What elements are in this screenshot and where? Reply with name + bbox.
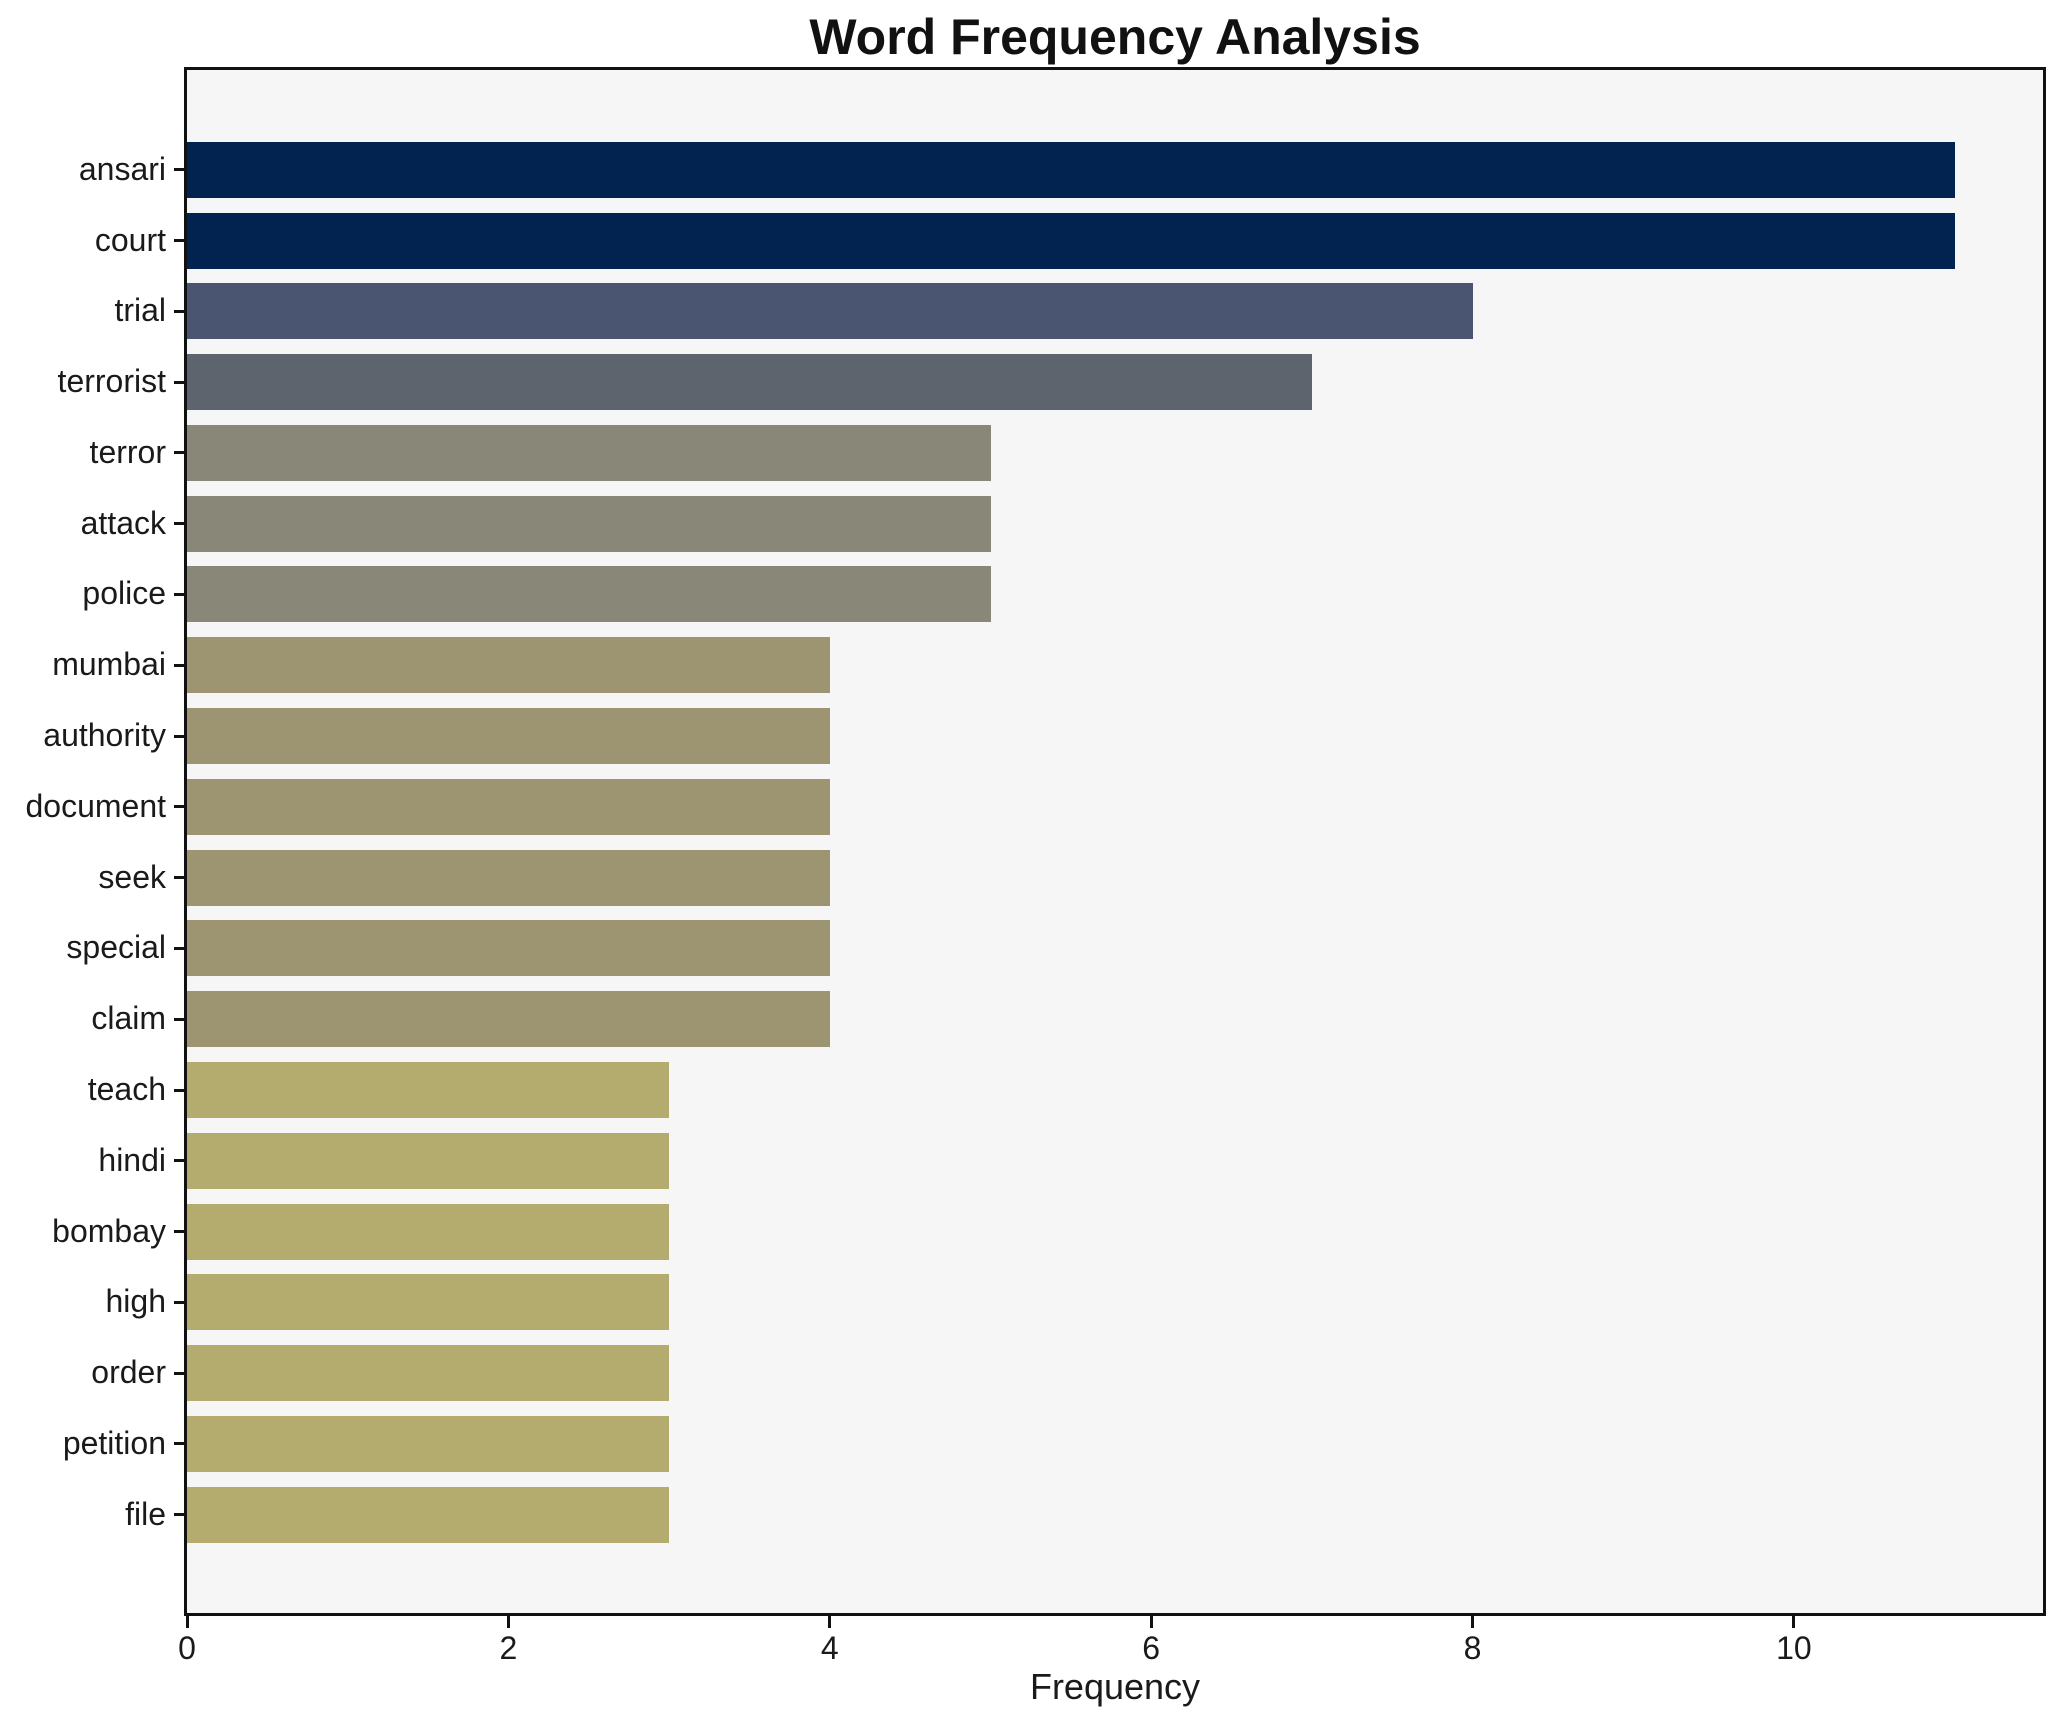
y-tick-label-attack: attack — [80, 504, 166, 541]
y-tick-mark — [174, 522, 185, 526]
y-tick-label-court: court — [94, 221, 166, 258]
y-tick-mark — [174, 1017, 185, 1021]
y-tick-label-bombay: bombay — [52, 1212, 166, 1249]
y-tick-mark — [174, 1230, 185, 1234]
y-tick-mark — [174, 168, 185, 172]
bar-high — [187, 1274, 670, 1331]
y-tick-mark — [174, 663, 185, 667]
y-tick-label-terror: terror — [89, 433, 166, 470]
x-tick-label-8: 8 — [1463, 1630, 1482, 1666]
y-tick-label-file: file — [125, 1495, 166, 1532]
y-tick-label-order: order — [91, 1354, 166, 1391]
y-tick-label-terrorist: terrorist — [57, 363, 166, 400]
y-tick-label-special: special — [66, 929, 166, 966]
y-tick-mark — [174, 805, 185, 809]
y-tick-mark — [174, 1371, 185, 1375]
bar-document — [187, 778, 830, 835]
y-tick-label-trial: trial — [114, 292, 166, 329]
x-tick-mark — [828, 1616, 832, 1628]
bar-court — [187, 212, 1955, 269]
y-tick-mark — [174, 380, 185, 384]
x-tick-mark — [185, 1616, 189, 1628]
y-tick-mark — [174, 1513, 185, 1517]
bar-order — [187, 1345, 670, 1402]
y-tick-label-document: document — [25, 787, 166, 824]
bar-seek — [187, 849, 830, 906]
x-tick-mark — [1149, 1616, 1153, 1628]
x-tick-mark — [1471, 1616, 1474, 1628]
x-tick-label-6: 6 — [1142, 1630, 1161, 1666]
y-tick-label-seek: seek — [98, 858, 166, 895]
bar-hindi — [187, 1132, 670, 1189]
y-tick-mark — [174, 1159, 185, 1163]
x-tick-label-10: 10 — [1776, 1630, 1812, 1666]
bar-file — [187, 1486, 670, 1543]
y-tick-mark — [174, 309, 185, 313]
bar-authority — [187, 708, 830, 764]
y-tick-mark — [174, 876, 185, 880]
x-axis-title: Frequency — [1029, 1666, 1201, 1707]
y-tick-label-hindi: hindi — [98, 1141, 166, 1178]
x-tick-label-4: 4 — [820, 1630, 839, 1666]
bar-terror — [187, 424, 991, 481]
bar-petition — [187, 1415, 670, 1472]
bar-trial — [187, 283, 1473, 340]
y-tick-mark — [174, 239, 185, 242]
y-tick-label-teach: teach — [87, 1071, 166, 1107]
y-tick-mark — [174, 1442, 185, 1446]
bar-ansari — [187, 141, 1955, 198]
x-tick-mark — [1792, 1616, 1796, 1628]
y-tick-label-mumbai: mumbai — [52, 646, 166, 683]
x-tick-mark — [506, 1616, 510, 1628]
y-tick-label-petition: petition — [62, 1424, 166, 1461]
x-tick-label-2: 2 — [499, 1630, 518, 1666]
bar-bombay — [187, 1203, 670, 1260]
y-tick-label-high: high — [105, 1283, 167, 1320]
y-tick-mark — [174, 1300, 185, 1304]
plot-area — [184, 67, 2046, 1616]
y-tick-mark — [174, 946, 185, 950]
y-tick-mark — [174, 734, 185, 738]
y-tick-mark — [174, 592, 185, 596]
y-tick-label-police: police — [82, 575, 166, 612]
y-tick-mark — [174, 1088, 185, 1092]
chart-title: Word Frequency Analysis — [809, 9, 1421, 65]
bar-claim — [187, 991, 830, 1048]
x-tick-label-0: 0 — [178, 1630, 196, 1666]
bar-mumbai — [187, 637, 830, 694]
y-tick-label-authority: authority — [43, 717, 166, 753]
bar-teach — [187, 1062, 670, 1118]
bar-terrorist — [187, 354, 1312, 411]
bar-special — [187, 920, 830, 977]
bar-police — [187, 566, 991, 623]
y-tick-label-claim: claim — [91, 1000, 166, 1037]
y-tick-mark — [174, 451, 185, 455]
bar-attack — [187, 495, 991, 552]
y-tick-label-ansari: ansari — [78, 150, 166, 187]
